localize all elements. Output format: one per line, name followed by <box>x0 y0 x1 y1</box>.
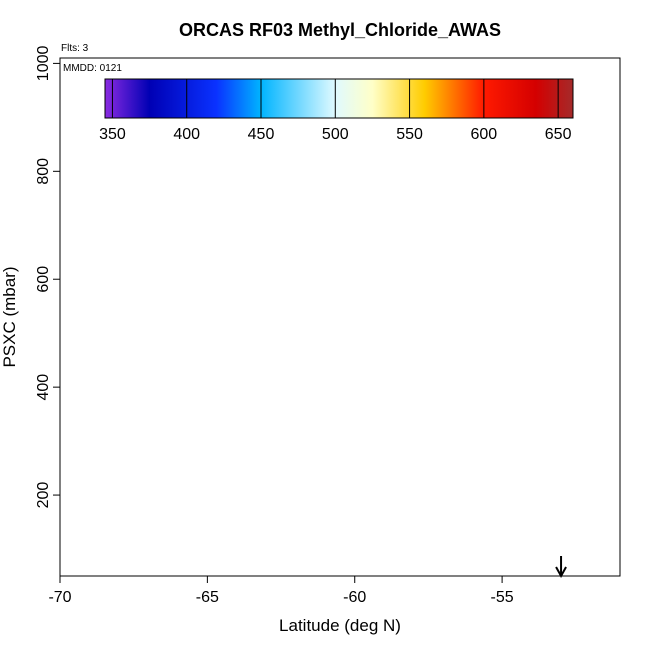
sample-point <box>341 145 350 154</box>
sample-point <box>424 503 433 512</box>
sample-point <box>256 343 265 352</box>
colorbar-gradient <box>104 78 574 119</box>
sample-point <box>256 394 265 404</box>
sample-point <box>495 288 504 297</box>
sample-point <box>439 395 448 405</box>
arrow-head <box>555 566 567 579</box>
sample-point <box>91 84 100 93</box>
sample-point <box>415 397 424 406</box>
y-tick-label: 400 <box>35 374 52 401</box>
sample-point <box>315 304 324 313</box>
sample-point <box>483 196 492 205</box>
sample-point <box>138 160 147 169</box>
flights-annotation: Flts: 3 <box>61 43 89 54</box>
colorbar-tick-label: 450 <box>248 126 275 143</box>
sample-point <box>170 158 180 167</box>
sample-point <box>106 156 115 165</box>
sample-point <box>106 142 115 152</box>
sample-point <box>500 122 510 131</box>
x-tick-label: -60 <box>343 589 366 606</box>
x-tick-label: -65 <box>196 589 219 606</box>
sample-point <box>424 304 433 313</box>
colorbar-tick-label: 350 <box>99 126 126 143</box>
x-tick-label: -55 <box>491 589 514 606</box>
y-axis-label: PSXC (mbar) <box>0 266 19 367</box>
sample-point <box>356 198 365 207</box>
sample-point <box>406 503 415 512</box>
sample-point <box>483 305 492 314</box>
sample-point <box>209 250 218 259</box>
colorbar: 350 400 450 500 550 600 650 <box>99 78 574 143</box>
date-annotation: MMDD: 0121 <box>63 63 122 74</box>
y-tick-label: 200 <box>35 482 52 509</box>
colorbar-ticks: 350 400 450 500 550 600 650 <box>99 79 572 143</box>
sample-point <box>406 393 415 403</box>
sample-points <box>91 64 510 512</box>
colorbar-tick-label: 650 <box>545 126 572 143</box>
sample-point <box>226 349 236 358</box>
x-axis: -70 -65 -60 -55 <box>48 575 514 606</box>
sample-point <box>209 122 218 131</box>
y-tick-label: 1000 <box>35 45 52 81</box>
sample-point <box>303 197 312 206</box>
colorbar-tick-label: 600 <box>471 126 498 143</box>
y-tick-label: 800 <box>35 158 52 185</box>
y-tick-label: 600 <box>35 266 52 293</box>
colorbar-tick-label: 400 <box>173 126 200 143</box>
sample-point <box>218 503 227 512</box>
sample-point <box>203 160 212 169</box>
sample-point <box>97 203 106 212</box>
colorbar-tick-label: 550 <box>396 126 423 143</box>
y-axis: 200 400 600 800 1000 <box>35 45 61 509</box>
sample-point <box>327 348 336 357</box>
arrow-marker <box>555 556 567 579</box>
sample-point <box>495 64 504 73</box>
sample-point <box>353 267 362 276</box>
x-tick-label: -70 <box>48 589 71 606</box>
x-axis-label: Latitude (deg N) <box>279 616 401 635</box>
colorbar-tick-label: 500 <box>322 126 349 143</box>
chart-title: ORCAS RF03 Methyl_Chloride_AWAS <box>179 20 501 40</box>
sample-point <box>489 392 498 401</box>
